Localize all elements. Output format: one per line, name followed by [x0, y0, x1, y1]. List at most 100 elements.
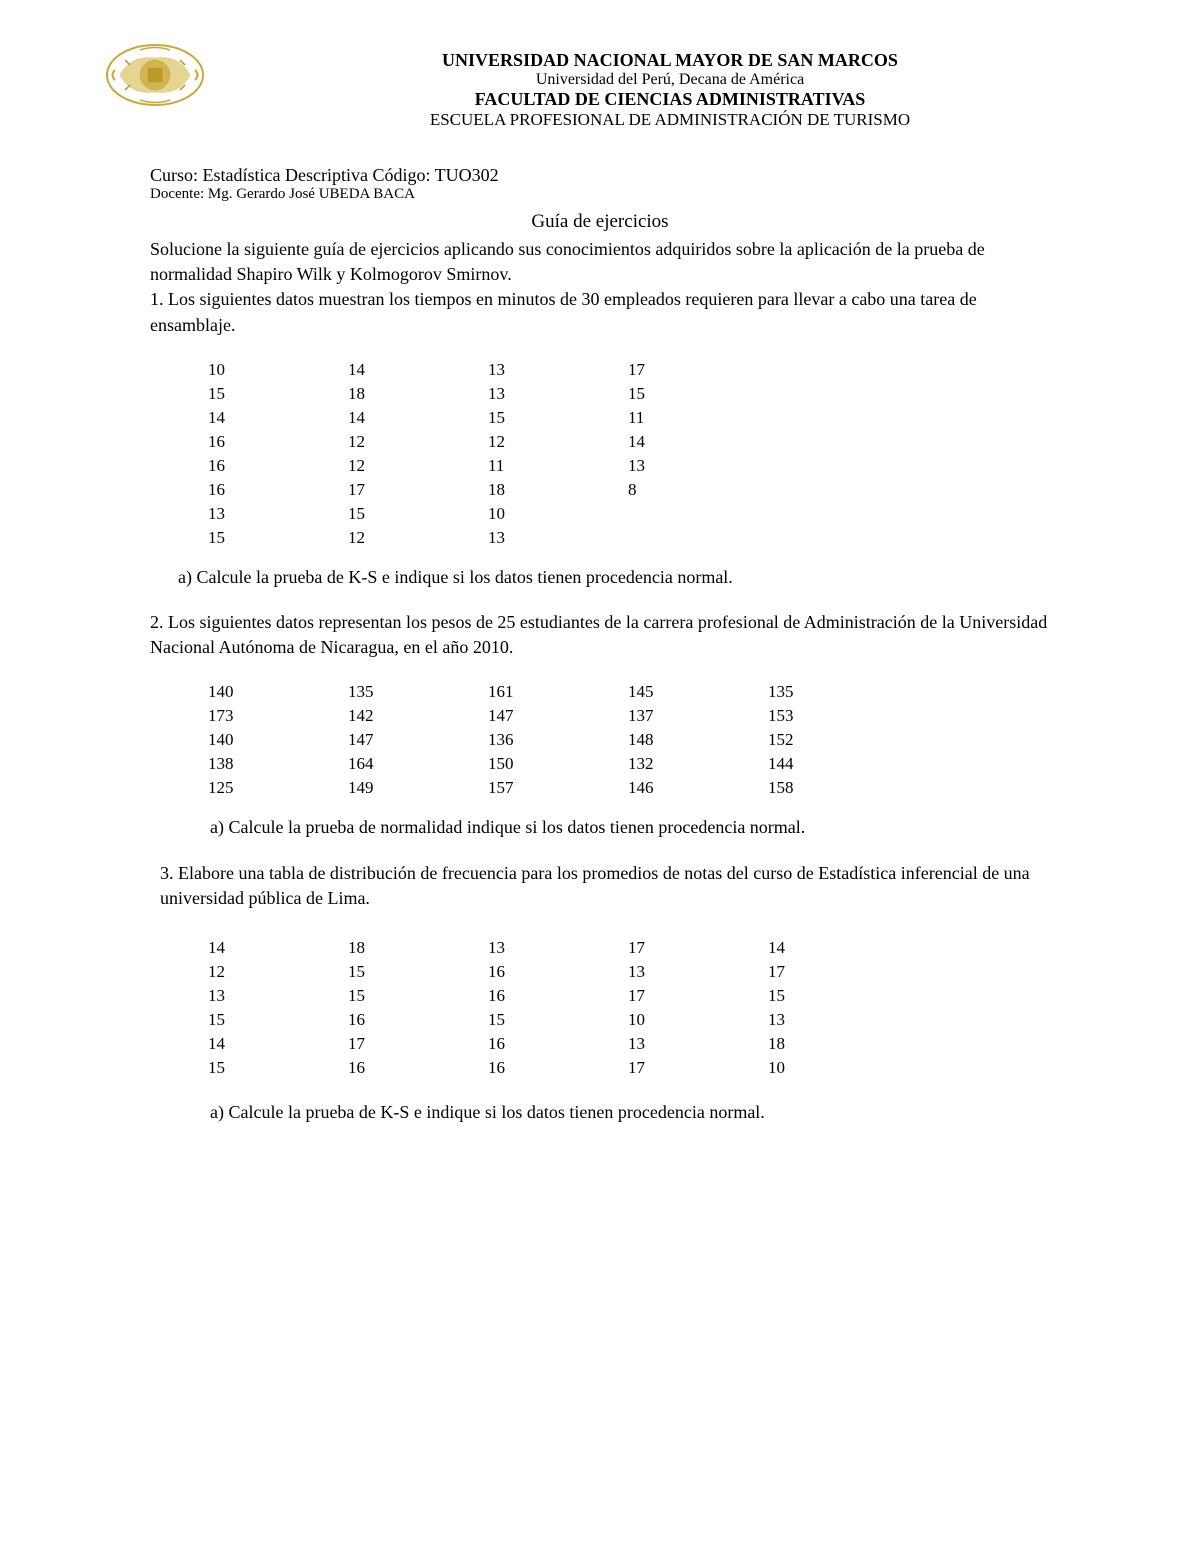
table-cell: 12 [340, 454, 480, 478]
table-cell: 15 [760, 984, 900, 1008]
table-cell: 13 [620, 1032, 760, 1056]
table-row: 1315161715 [200, 984, 900, 1008]
table-cell: 140 [200, 728, 340, 752]
table-cell: 12 [480, 430, 620, 454]
table-cell: 18 [340, 382, 480, 406]
table-cell: 13 [620, 454, 760, 478]
problem-1-number: 1. [150, 289, 164, 309]
table-cell: 15 [200, 382, 340, 406]
university-logo-icon [100, 40, 210, 110]
table-cell: 16 [200, 430, 340, 454]
table-cell: 17 [760, 960, 900, 984]
table-cell: 13 [760, 1008, 900, 1032]
table-cell: 12 [200, 960, 340, 984]
docente-label: Docente: Mg. Gerardo José UBEDA BACA [150, 186, 1100, 203]
table-cell [620, 526, 760, 550]
problem-3-number: 3. [160, 863, 174, 883]
table-cell: 153 [760, 704, 900, 728]
table-cell: 18 [480, 478, 620, 502]
table-row: 151213 [200, 526, 760, 550]
table-cell: 158 [760, 776, 900, 800]
table-cell: 15 [200, 1008, 340, 1032]
table-cell: 152 [760, 728, 900, 752]
table-cell: 16 [200, 478, 340, 502]
document-header: UNIVERSIDAD NACIONAL MAYOR DE SAN MARCOS… [100, 40, 1100, 130]
table-cell: 10 [760, 1056, 900, 1080]
table-cell: 142 [340, 704, 480, 728]
table-row: 138164150132144 [200, 752, 900, 776]
problem-1-text: Los siguientes datos muestran los tiempo… [150, 289, 977, 334]
table-cell: 13 [480, 382, 620, 406]
problem-2: 2. Los siguientes datos representan los … [150, 610, 1050, 660]
table-row: 1418131714 [200, 936, 900, 960]
table-cell: 16 [480, 1032, 620, 1056]
problem-2-data-table: 1401351611451351731421471371531401471361… [200, 680, 900, 800]
table-cell: 148 [620, 728, 760, 752]
problem-2-text: Los siguientes datos representan los pes… [150, 612, 1047, 657]
table-cell: 15 [480, 406, 620, 430]
table-cell: 15 [340, 960, 480, 984]
logo-container [100, 40, 220, 115]
table-row: 1215161317 [200, 960, 900, 984]
table-cell: 14 [340, 358, 480, 382]
table-cell: 17 [340, 478, 480, 502]
problem-2-sub-a: a) Calcule la prueba de normalidad indiq… [210, 815, 1050, 840]
table-row: 173142147137153 [200, 704, 900, 728]
table-cell: 147 [480, 704, 620, 728]
table-cell: 12 [340, 430, 480, 454]
table-cell: 17 [620, 984, 760, 1008]
table-cell: 13 [480, 936, 620, 960]
table-row: 1516151013 [200, 1008, 900, 1032]
table-cell: 15 [200, 526, 340, 550]
table-cell: 161 [480, 680, 620, 704]
table-cell: 16 [480, 984, 620, 1008]
school-name: ESCUELA PROFESIONAL DE ADMINISTRACIÓN DE… [240, 110, 1100, 130]
table-cell: 15 [620, 382, 760, 406]
table-cell: 140 [200, 680, 340, 704]
university-subtitle: Universidad del Perú, Decana de América [240, 71, 1100, 89]
table-cell: 13 [200, 502, 340, 526]
table-cell: 14 [760, 936, 900, 960]
table-cell: 125 [200, 776, 340, 800]
table-cell: 137 [620, 704, 760, 728]
problem-1-sub-a: a) Calcule la prueba de K-S e indique si… [178, 565, 1050, 590]
table-row: 16121214 [200, 430, 760, 454]
table-row: 14141511 [200, 406, 760, 430]
problem-3-sub-a: a) Calcule la prueba de K-S e indique si… [210, 1100, 1050, 1125]
table-cell: 11 [480, 454, 620, 478]
table-cell: 18 [760, 1032, 900, 1056]
table-row: 1516161710 [200, 1056, 900, 1080]
table-cell: 17 [620, 936, 760, 960]
table-cell: 132 [620, 752, 760, 776]
table-cell: 18 [340, 936, 480, 960]
problem-3-text: Elabore una tabla de distribución de fre… [160, 863, 1030, 908]
table-cell: 15 [340, 984, 480, 1008]
table-cell: 13 [480, 358, 620, 382]
table-row: 1417161318 [200, 1032, 900, 1056]
table-cell: 14 [340, 406, 480, 430]
table-row: 16121113 [200, 454, 760, 478]
table-cell: 10 [620, 1008, 760, 1032]
table-cell: 11 [620, 406, 760, 430]
table-cell: 149 [340, 776, 480, 800]
table-cell: 147 [340, 728, 480, 752]
table-cell: 146 [620, 776, 760, 800]
header-text-block: UNIVERSIDAD NACIONAL MAYOR DE SAN MARCOS… [240, 40, 1100, 130]
table-row: 140135161145135 [200, 680, 900, 704]
table-cell: 13 [620, 960, 760, 984]
table-cell: 17 [340, 1032, 480, 1056]
table-cell: 16 [200, 454, 340, 478]
problem-3: 3. Elabore una tabla de distribución de … [160, 861, 1050, 911]
table-cell: 135 [760, 680, 900, 704]
table-row: 1617188 [200, 478, 760, 502]
intro-text: Solucione la siguiente guía de ejercicio… [150, 237, 1050, 287]
table-cell: 136 [480, 728, 620, 752]
table-cell: 14 [620, 430, 760, 454]
table-cell: 16 [480, 1056, 620, 1080]
table-cell: 150 [480, 752, 620, 776]
table-row: 15181315 [200, 382, 760, 406]
table-cell: 17 [620, 1056, 760, 1080]
table-cell: 14 [200, 1032, 340, 1056]
table-cell: 16 [480, 960, 620, 984]
table-cell: 12 [340, 526, 480, 550]
